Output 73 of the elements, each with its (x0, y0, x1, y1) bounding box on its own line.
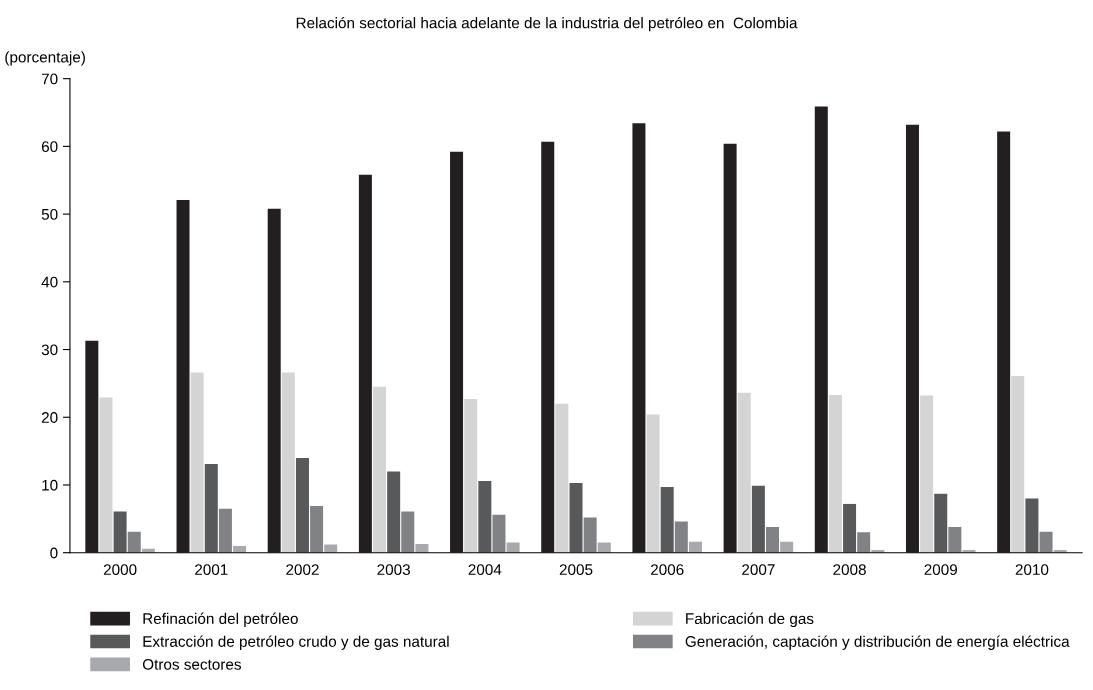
legend-label: Refinación del petróleo (143, 612, 298, 628)
bar (723, 143, 737, 553)
bar (113, 511, 127, 553)
bar (905, 124, 919, 553)
bar (843, 503, 857, 553)
legend-label: Otros sectores (142, 658, 241, 670)
bar (688, 541, 702, 553)
bar (267, 208, 281, 553)
bar (295, 457, 309, 553)
y-tick-label: 30 (41, 344, 58, 356)
bar (127, 531, 141, 553)
bar (492, 514, 506, 553)
bar (373, 386, 387, 553)
bar (920, 395, 934, 553)
y-tick-label: 60 (41, 141, 58, 153)
bar (1025, 498, 1039, 553)
bar (766, 526, 780, 553)
x-tick-label: 2005 (559, 564, 593, 576)
bar (401, 511, 415, 553)
x-tick-label: 2009 (924, 564, 958, 576)
bar (464, 398, 478, 553)
bar (281, 372, 295, 553)
bar (85, 340, 99, 553)
legend-label: Extracción de petróleo crudo y de gas natural (143, 635, 449, 650)
y-tick-label: 40 (41, 276, 58, 288)
bar (948, 526, 962, 553)
x-tick-label: 2007 (742, 564, 775, 576)
bar (751, 485, 765, 553)
x-tick-label: 2002 (286, 564, 319, 576)
legend-label: Fabricación de gas (686, 612, 814, 628)
bar (660, 487, 674, 553)
bar (997, 131, 1011, 553)
bar (780, 541, 794, 553)
x-tick-label: 2008 (833, 564, 866, 576)
bar (737, 392, 751, 553)
y-tick-label: 50 (41, 208, 58, 220)
y-tick-label: 10 (42, 479, 58, 491)
y-axis-title: (porcentaje) (5, 51, 85, 66)
x-tick-label: 2010 (1015, 564, 1049, 576)
bar (415, 543, 429, 553)
bar (541, 141, 555, 553)
bar (358, 174, 372, 553)
y-tick-label: 0 (50, 547, 58, 559)
bar (218, 508, 232, 553)
bar (1011, 375, 1025, 553)
bar (176, 199, 190, 553)
bar (857, 532, 871, 553)
x-tick-label: 2001 (195, 564, 228, 576)
chart-title: Relación sectorial hacia adelante de la industria del petróleo en Colombia (296, 16, 798, 32)
bar (450, 151, 464, 553)
y-tick-label: 20 (41, 412, 58, 423)
bar (204, 463, 218, 553)
bar (387, 471, 401, 553)
bar (674, 521, 688, 553)
bar (478, 480, 492, 553)
bar (310, 505, 324, 553)
bar (934, 493, 948, 553)
bar (828, 394, 842, 553)
bar (99, 397, 113, 553)
bar (569, 482, 583, 553)
legend-label: Generación, captación y distribución de energía eléctrica (685, 635, 1070, 650)
bar (646, 414, 660, 553)
x-tick-label: 2000 (103, 564, 137, 576)
bar (190, 372, 204, 553)
bar (1039, 531, 1053, 553)
x-tick-label: 2004 (468, 564, 502, 576)
bar (583, 517, 597, 553)
bar (555, 403, 569, 553)
y-tick-label: 70 (41, 73, 58, 85)
bar (814, 106, 828, 553)
bar (632, 123, 646, 553)
x-tick-label: 2003 (377, 564, 410, 576)
x-tick-label: 2006 (650, 564, 684, 576)
